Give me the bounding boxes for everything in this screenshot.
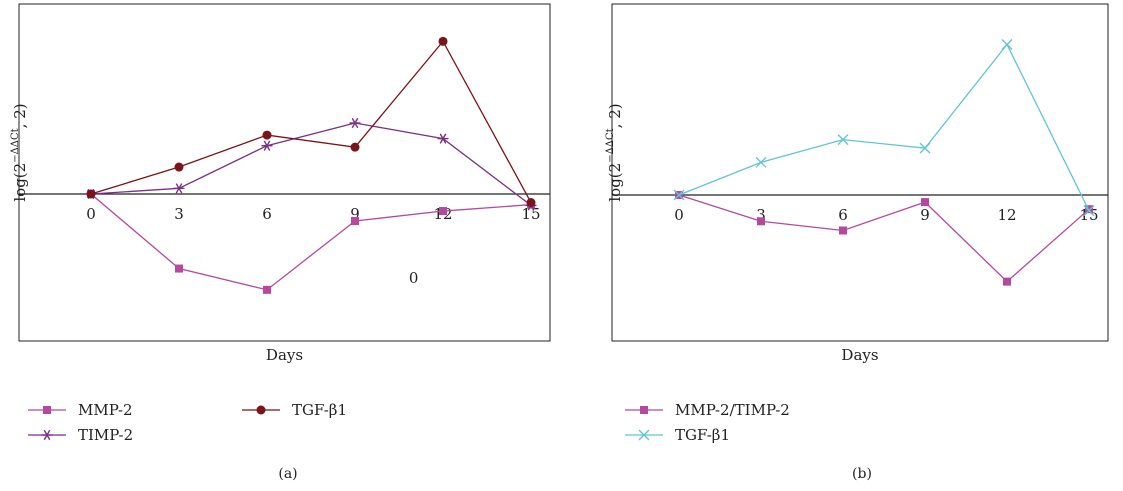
data-point: [351, 216, 359, 225]
x-tick-label: 3: [174, 205, 184, 223]
y-axis-label: log(2−ΔΔCt, 2): [10, 103, 29, 201]
data-point: [261, 140, 273, 151]
data-point: [349, 117, 361, 129]
series-line: [678, 194, 1090, 283]
legend-entry: TIMP-2: [28, 426, 133, 444]
x-axis-label: Days: [266, 346, 303, 364]
legend-entry: TGF-β1: [242, 401, 347, 419]
x-tick-label: 9: [350, 205, 360, 223]
x-tick-label: 15: [521, 205, 540, 223]
x-axis-label: Days: [841, 346, 878, 364]
data-point: [263, 285, 271, 294]
plot-frame: [611, 3, 1109, 342]
series-mmp-2: [87, 190, 535, 294]
data-point: [757, 217, 765, 226]
legend-marker: [640, 406, 648, 414]
legend-entry: MMP-2/TIMP-2: [625, 401, 790, 419]
x-tick-label: 3: [756, 206, 766, 224]
data-point: [919, 142, 931, 154]
data-point: [526, 198, 536, 208]
series-line: [678, 43, 1090, 211]
legend-label: MMP-2: [78, 401, 133, 419]
series-mmp-2-timp-2: [675, 191, 1093, 286]
data-point: [173, 183, 185, 194]
data-point: [437, 133, 449, 144]
x-tick-label: 6: [262, 205, 272, 223]
data-point: [175, 264, 183, 273]
legend-label: MMP-2/TIMP-2: [675, 401, 790, 419]
series-line: [90, 122, 532, 206]
data-point: [921, 198, 929, 207]
chart-panel-b: 0 3 6 9 12 15 log(2−ΔΔCt, 2) Days MMP-2/TIMP-2 TG…: [605, 3, 1109, 482]
plot-frame: [18, 3, 551, 342]
panel-label: (b): [852, 466, 872, 482]
x-tick-label: 9: [920, 206, 930, 224]
data-point: [837, 134, 849, 146]
legend-entry: MMP-2: [28, 401, 133, 419]
legend-entry: TGF-β1: [625, 426, 730, 444]
series-line: [90, 193, 532, 291]
data-point: [86, 189, 96, 199]
data-point: [350, 142, 360, 152]
legend-label: TIMP-2: [78, 426, 133, 444]
legend-marker: [43, 406, 51, 414]
panel-label: (a): [278, 466, 297, 482]
series-tgf-1: [86, 36, 536, 208]
legend-marker: [256, 405, 266, 415]
data-point: [438, 36, 448, 46]
data-point: [1001, 39, 1013, 50]
data-point: [755, 156, 767, 168]
series-tgf-1: [673, 39, 1095, 217]
y-axis-label: log(2−ΔΔCt, 2): [605, 103, 624, 201]
data-point: [839, 226, 847, 235]
x-tick-label: 12: [997, 206, 1016, 224]
x-tick-label: 15: [1079, 206, 1098, 224]
chart-annotation: 0: [409, 269, 419, 287]
data-point: [1083, 205, 1095, 217]
series-line: [90, 40, 532, 203]
data-point: [1003, 277, 1011, 286]
data-point: [174, 162, 184, 172]
x-tick-label: 0: [674, 206, 684, 224]
x-tick-label: 0: [86, 205, 96, 223]
data-point: [673, 189, 685, 201]
data-point: [262, 130, 272, 140]
legend-label: TGF-β1: [292, 401, 347, 419]
data-point: [439, 207, 447, 216]
legend-marker: [638, 429, 650, 441]
legend-marker: [41, 429, 53, 441]
x-tick-label: 6: [838, 206, 848, 224]
legend-label: TGF-β1: [675, 426, 730, 444]
series-timp-2: [85, 117, 537, 211]
